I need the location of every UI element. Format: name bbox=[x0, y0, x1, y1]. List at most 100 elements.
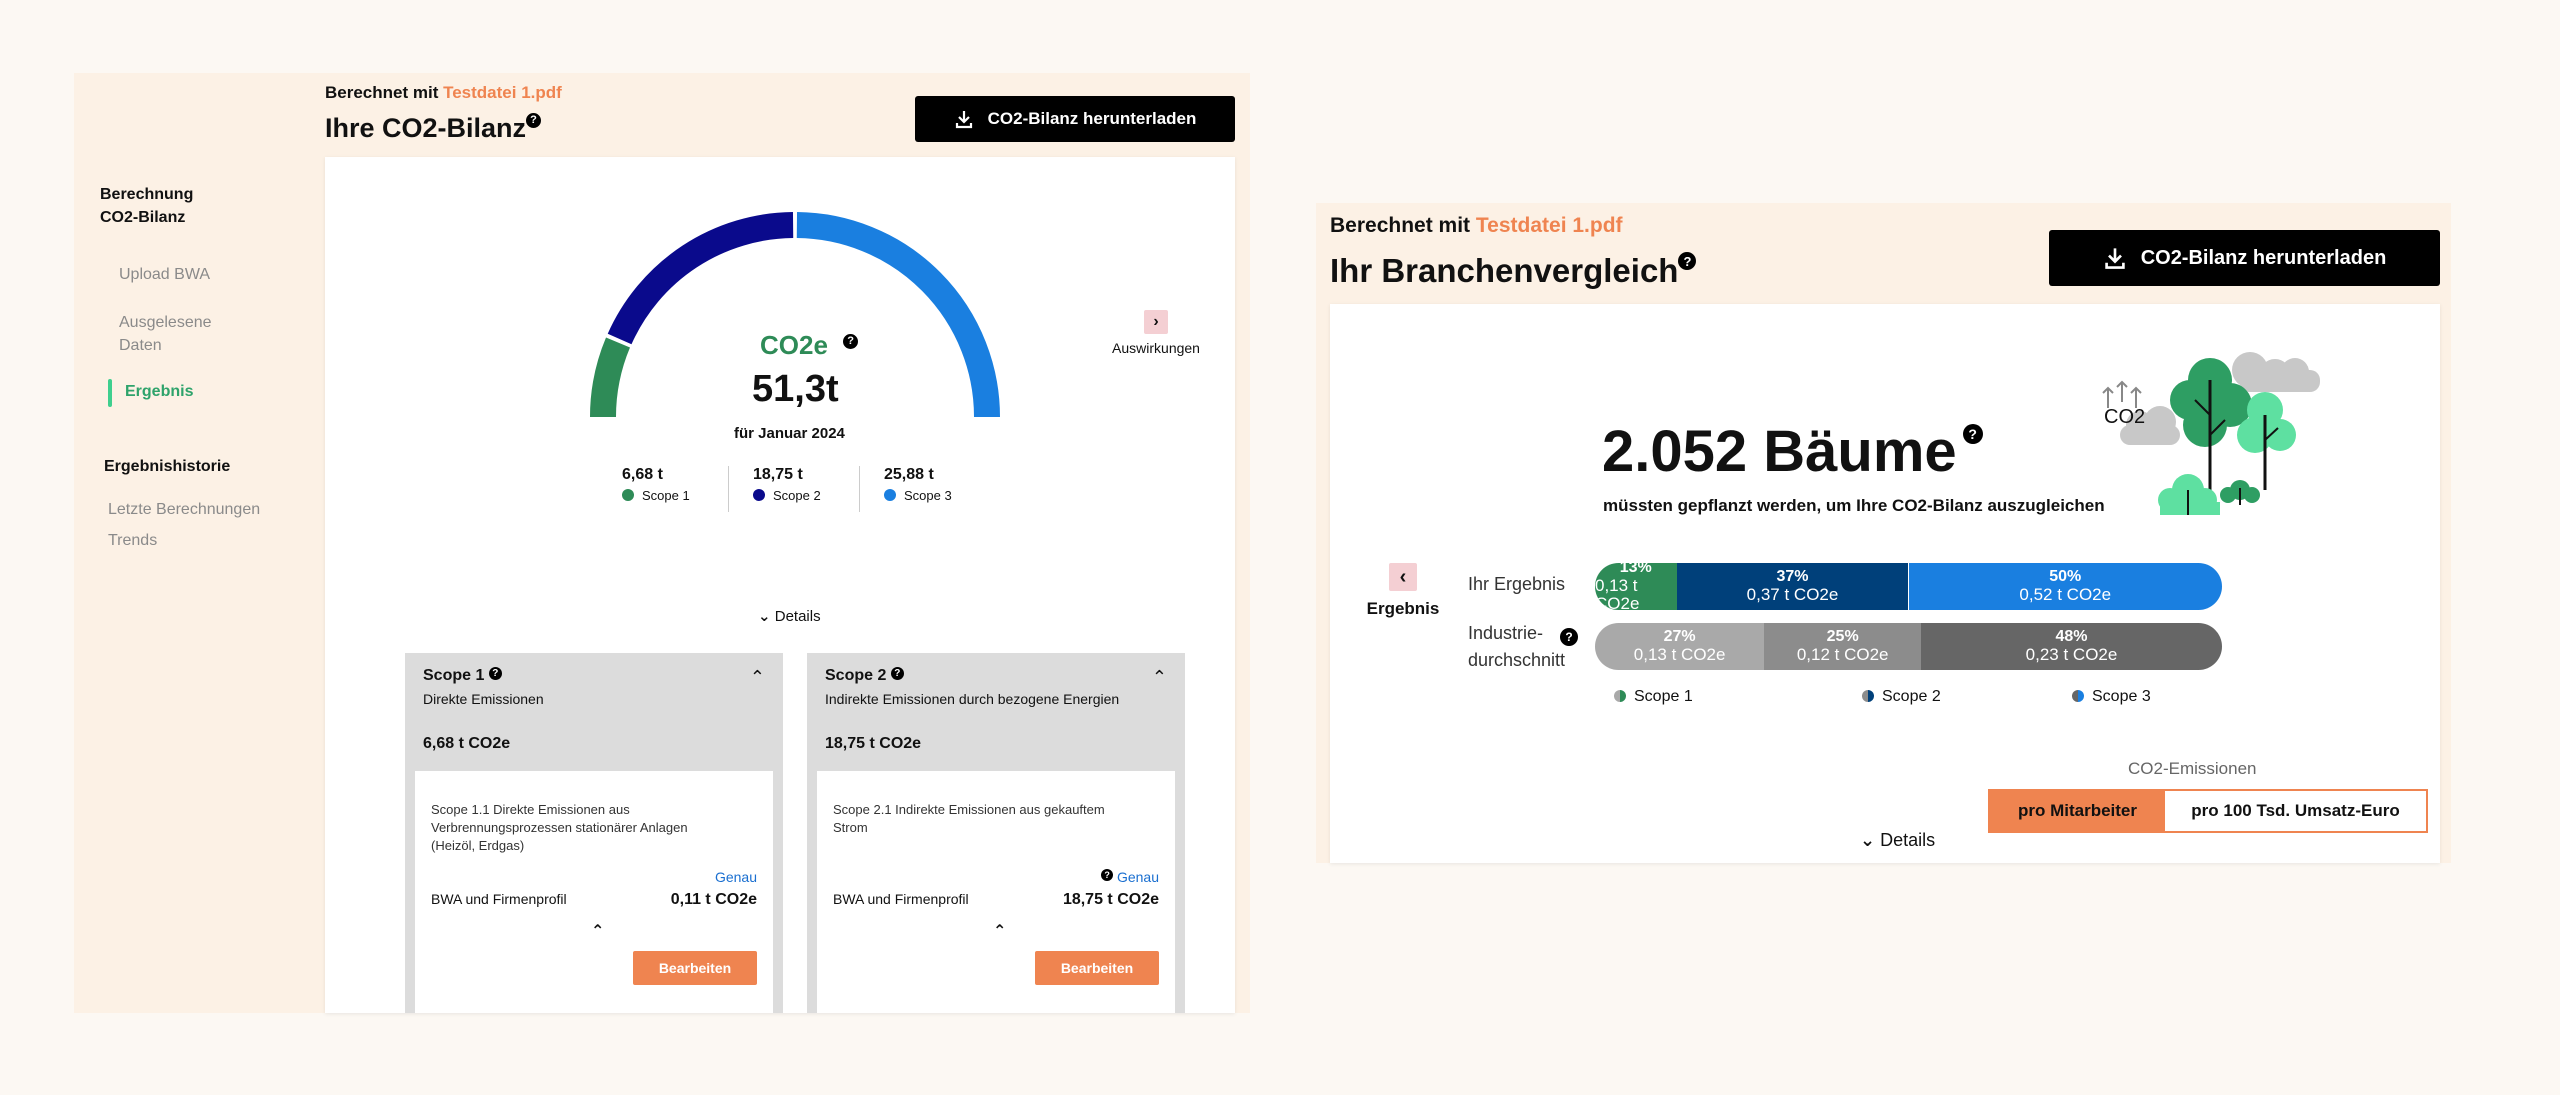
sidebar: Berechnung CO2-Bilanz bbox=[100, 183, 300, 229]
divider bbox=[859, 466, 860, 512]
download-button[interactable]: CO2-Bilanz herunterladen bbox=[2049, 230, 2440, 286]
edit-button[interactable]: Bearbeiten bbox=[1035, 951, 1159, 985]
help-icon[interactable]: ? bbox=[1101, 869, 1114, 881]
scope2-dot bbox=[753, 489, 765, 501]
scope-detail-desc: Scope 1.1 Direkte Emissionen aus Verbren… bbox=[431, 802, 688, 853]
collapse-icon[interactable]: ⌃ bbox=[1151, 667, 1167, 687]
scope-detail-panel: Scope 2.1 Indirekte Emissionen aus gekau… bbox=[817, 771, 1175, 1013]
trees-value: 2.052 Bäume? bbox=[1602, 418, 1983, 485]
scope2-card: Scope 2 ? ⌃ Indirekte Emissionen durch b… bbox=[807, 653, 1185, 1013]
gauge-scope3-arc bbox=[796, 212, 1000, 418]
calc-source: Berechnet mit Testdatei 1.pdf bbox=[1330, 214, 1623, 237]
sidebar-item-letzte-berechnungen[interactable]: Letzte Berechnungen bbox=[108, 501, 261, 518]
scope-card-title: Scope 1 ? bbox=[423, 667, 502, 685]
chevron-left-icon: ‹ bbox=[1389, 563, 1417, 591]
chevron-up-icon[interactable]: ⌃ bbox=[993, 923, 1007, 940]
chevron-down-icon: ⌄ bbox=[1860, 830, 1876, 850]
help-icon[interactable]: ? bbox=[890, 667, 904, 680]
co2-gauge bbox=[589, 212, 1000, 418]
tree-illustration bbox=[2102, 352, 2320, 515]
gauge-label: CO2e ? bbox=[760, 330, 859, 361]
help-icon[interactable]: ? bbox=[1560, 628, 1578, 646]
sidebar-item-upload-bwa[interactable]: Upload BWA bbox=[119, 266, 210, 283]
help-icon[interactable]: ? bbox=[1962, 424, 1983, 444]
scope-detail-desc: Scope 2.1 Indirekte Emissionen aus gekau… bbox=[833, 802, 1105, 835]
toggle-pro-mitarbeiter[interactable]: pro Mitarbeiter bbox=[1990, 791, 2165, 831]
page-title: Ihr Branchenvergleich? bbox=[1330, 252, 1697, 290]
row-label-ihr-ergebnis: Ihr Ergebnis bbox=[1468, 574, 1566, 594]
gauge-scope2-arc bbox=[607, 212, 794, 345]
details-toggle[interactable]: ⌄ Details bbox=[758, 608, 821, 625]
chevron-down-icon: ⌄ bbox=[758, 608, 771, 625]
gauge-scope1-arc bbox=[589, 337, 631, 418]
details-toggle[interactable]: ⌄ Details bbox=[1860, 830, 1936, 850]
divider bbox=[728, 466, 729, 512]
gauge-value: 51,3t bbox=[752, 368, 839, 410]
chevron-up-icon[interactable]: ⌃ bbox=[591, 923, 605, 940]
co2-arrows-icon bbox=[2102, 380, 2142, 408]
chevron-right-icon: › bbox=[1144, 310, 1168, 334]
scope1-dot bbox=[622, 489, 634, 501]
ihr-ergebnis-bar: 13% 0,13 t CO2e 37% 0,37 t CO2e 50% 0,52 t … bbox=[1595, 563, 2222, 610]
half-circle-blue-icon bbox=[2072, 690, 2084, 702]
industrie-bar: 27% 0,13 t CO2e 25% 0,12 t CO2e 48% 0,23 t … bbox=[1595, 623, 2222, 670]
accuracy-link[interactable]: ? Genau bbox=[1101, 869, 1159, 885]
scope-detail-panel: Scope 1.1 Direkte Emissionen aus Verbren… bbox=[415, 771, 773, 1013]
edit-button[interactable]: Bearbeiten bbox=[633, 951, 757, 985]
bar-segment-scope3: 48% 0,23 t CO2e bbox=[1921, 623, 2222, 670]
legend-scope2: Scope 2 bbox=[1862, 688, 1941, 706]
co2-label: CO2 bbox=[2104, 406, 2146, 428]
bar-segment-scope1: 13% 0,13 t CO2e bbox=[1595, 563, 1677, 610]
download-icon bbox=[955, 111, 972, 129]
bar-segment-scope1: 27% 0,13 t CO2e bbox=[1595, 623, 1765, 670]
help-icon[interactable]: ? bbox=[843, 334, 859, 349]
sidebar-active-indicator bbox=[108, 379, 112, 407]
sidebar-history-title: Ergebnishistorie bbox=[104, 458, 231, 475]
cloud-icon bbox=[2120, 352, 2320, 445]
source-label: BWA und Firmenprofil bbox=[431, 891, 567, 907]
half-circle-green-icon bbox=[1614, 690, 1626, 702]
scope-card-title: Scope 2 ? bbox=[825, 667, 904, 685]
half-circle-navy-icon bbox=[1862, 690, 1874, 702]
download-icon bbox=[2104, 248, 2125, 269]
scope-summary-2: 18,75 t Scope 2 bbox=[753, 466, 821, 503]
source-label: BWA und Firmenprofil bbox=[833, 891, 969, 907]
scope-card-amount: 6,68 t CO2e bbox=[423, 735, 511, 752]
scope-card-amount: 18,75 t CO2e bbox=[825, 735, 922, 752]
legend-scope1: Scope 1 bbox=[1614, 688, 1693, 706]
help-icon[interactable]: ? bbox=[526, 113, 542, 128]
accuracy-link[interactable]: Genau bbox=[714, 869, 757, 885]
source-value: 0,11 t CO2e bbox=[670, 891, 757, 908]
emissions-toggle: pro Mitarbeiter pro 100 Tsd. Umsatz-Euro bbox=[1988, 789, 2428, 833]
sidebar-item-ergebnis[interactable]: Ergebnis bbox=[125, 383, 194, 400]
toggle-title: CO2-Emissionen bbox=[2128, 759, 2257, 778]
scope-card-subtitle: Direkte Emissionen bbox=[423, 691, 544, 707]
sidebar-section-title: Berechnung CO2-Bilanz bbox=[100, 186, 194, 226]
toggle-pro-umsatz[interactable]: pro 100 Tsd. Umsatz-Euro bbox=[2191, 801, 2400, 820]
sidebar-item-ausgelesene-daten[interactable]: Ausgelesene Daten bbox=[119, 314, 212, 354]
source-value: 18,75 t CO2e bbox=[1062, 891, 1159, 908]
auswirkungen-button[interactable]: › Auswirkungen bbox=[1106, 310, 1206, 356]
source-file-link[interactable]: Testdatei 1.pdf bbox=[1475, 214, 1623, 237]
bar-segment-scope2: 37% 0,37 t CO2e bbox=[1676, 563, 1909, 610]
legend-scope3: Scope 3 bbox=[2072, 688, 2151, 706]
scope-card-subtitle: Indirekte Emissionen durch bezogene Ener… bbox=[825, 691, 1120, 707]
bar-segment-scope3: 50% 0,52 t CO2e bbox=[1908, 563, 2222, 610]
scope-summary-1: 6,68 t Scope 1 bbox=[622, 466, 690, 503]
scope3-dot bbox=[884, 489, 896, 501]
scope1-card: Scope 1 ? ⌃ Direkte Emissionen 6,68 t CO… bbox=[405, 653, 783, 1013]
scope-summary-3: 25,88 t Scope 3 bbox=[884, 466, 952, 503]
download-button[interactable]: CO2-Bilanz herunterladen bbox=[915, 96, 1235, 142]
bar-segment-scope2: 25% 0,12 t CO2e bbox=[1764, 623, 1922, 670]
gauge-period: für Januar 2024 bbox=[734, 425, 845, 442]
help-icon[interactable]: ? bbox=[1678, 252, 1697, 270]
trees-text: müssten gepflanzt werden, um Ihre CO2-Bi… bbox=[1603, 496, 2105, 515]
source-file-link[interactable]: Testdatei 1.pdf bbox=[443, 83, 562, 102]
calc-source: Berechnet mit Testdatei 1.pdf bbox=[325, 83, 562, 102]
page-title: Ihre CO2-Bilanz? bbox=[325, 113, 542, 144]
tree-icon bbox=[2158, 358, 2296, 515]
help-icon[interactable]: ? bbox=[488, 667, 502, 680]
collapse-icon[interactable]: ⌃ bbox=[749, 667, 765, 687]
sidebar-item-trends[interactable]: Trends bbox=[108, 532, 158, 549]
back-to-ergebnis-button[interactable]: ‹ Ergebnis bbox=[1363, 563, 1443, 619]
